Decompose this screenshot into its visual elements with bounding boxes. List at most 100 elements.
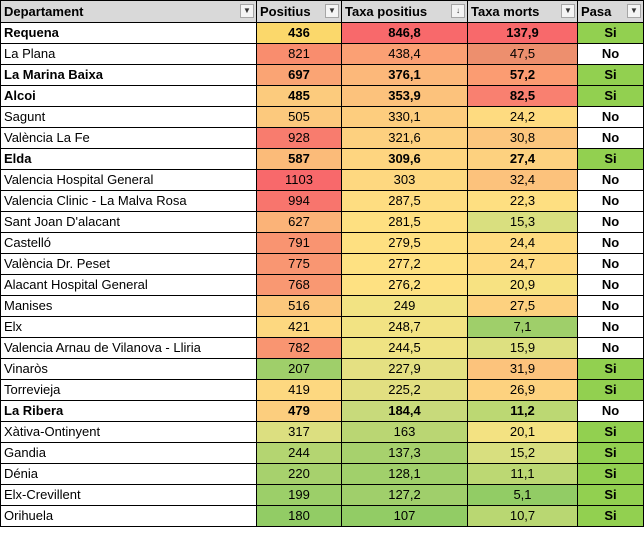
positius-cell[interactable]: 627	[256, 211, 342, 233]
taxa-positius-cell[interactable]: 353,9	[341, 85, 468, 107]
positius-cell[interactable]: 782	[256, 337, 342, 359]
pasa-cell[interactable]: Si	[577, 442, 644, 464]
taxa-morts-cell[interactable]: 24,4	[467, 232, 578, 254]
department-cell[interactable]: Vinaròs	[0, 358, 257, 380]
pasa-cell[interactable]: No	[577, 211, 644, 233]
pasa-cell[interactable]: Si	[577, 148, 644, 170]
department-cell[interactable]: Xàtiva-Ontinyent	[0, 421, 257, 443]
positius-cell[interactable]: 421	[256, 316, 342, 338]
positius-cell[interactable]: 485	[256, 85, 342, 107]
taxa-morts-cell[interactable]: 22,3	[467, 190, 578, 212]
department-cell[interactable]: Requena	[0, 22, 257, 44]
department-cell[interactable]: València La Fe	[0, 127, 257, 149]
positius-cell[interactable]: 419	[256, 379, 342, 401]
taxa-morts-cell[interactable]: 47,5	[467, 43, 578, 65]
taxa-positius-cell[interactable]: 438,4	[341, 43, 468, 65]
taxa-positius-cell[interactable]: 376,1	[341, 64, 468, 86]
taxa-positius-cell[interactable]: 225,2	[341, 379, 468, 401]
filter-dropdown-icon[interactable]: ▼	[627, 4, 641, 18]
pasa-cell[interactable]: Si	[577, 64, 644, 86]
positius-cell[interactable]: 775	[256, 253, 342, 275]
taxa-morts-cell[interactable]: 82,5	[467, 85, 578, 107]
department-cell[interactable]: Dénia	[0, 463, 257, 485]
pasa-cell[interactable]: Si	[577, 463, 644, 485]
positius-cell[interactable]: 768	[256, 274, 342, 296]
positius-cell[interactable]: 220	[256, 463, 342, 485]
positius-cell[interactable]: 199	[256, 484, 342, 506]
taxa-morts-cell[interactable]: 15,9	[467, 337, 578, 359]
taxa-positius-cell[interactable]: 287,5	[341, 190, 468, 212]
taxa-positius-cell[interactable]: 279,5	[341, 232, 468, 254]
pasa-cell[interactable]: Si	[577, 22, 644, 44]
pasa-cell[interactable]: Si	[577, 379, 644, 401]
taxa-morts-cell[interactable]: 10,7	[467, 505, 578, 527]
pasa-cell[interactable]: No	[577, 169, 644, 191]
positius-cell[interactable]: 821	[256, 43, 342, 65]
taxa-positius-cell[interactable]: 321,6	[341, 127, 468, 149]
positius-cell[interactable]: 994	[256, 190, 342, 212]
department-cell[interactable]: Orihuela	[0, 505, 257, 527]
taxa-morts-cell[interactable]: 27,5	[467, 295, 578, 317]
taxa-morts-cell[interactable]: 15,3	[467, 211, 578, 233]
taxa-positius-cell[interactable]: 248,7	[341, 316, 468, 338]
department-cell[interactable]: Valencia Clinic - La Malva Rosa	[0, 190, 257, 212]
taxa-morts-cell[interactable]: 137,9	[467, 22, 578, 44]
positius-cell[interactable]: 791	[256, 232, 342, 254]
pasa-cell[interactable]: No	[577, 337, 644, 359]
department-cell[interactable]: Alcoi	[0, 85, 257, 107]
taxa-morts-cell[interactable]: 5,1	[467, 484, 578, 506]
taxa-morts-cell[interactable]: 11,2	[467, 400, 578, 422]
department-cell[interactable]: Gandia	[0, 442, 257, 464]
taxa-positius-cell[interactable]: 127,2	[341, 484, 468, 506]
pasa-cell[interactable]: No	[577, 274, 644, 296]
department-cell[interactable]: Sant Joan D'alacant	[0, 211, 257, 233]
pasa-cell[interactable]: No	[577, 295, 644, 317]
department-cell[interactable]: València Dr. Peset	[0, 253, 257, 275]
department-cell[interactable]: Alacant Hospital General	[0, 274, 257, 296]
department-cell[interactable]: Elda	[0, 148, 257, 170]
department-cell[interactable]: Valencia Arnau de Vilanova - Lliria	[0, 337, 257, 359]
department-cell[interactable]: Manises	[0, 295, 257, 317]
taxa-positius-cell[interactable]: 249	[341, 295, 468, 317]
taxa-positius-cell[interactable]: 244,5	[341, 337, 468, 359]
taxa-morts-cell[interactable]: 20,9	[467, 274, 578, 296]
filter-dropdown-icon[interactable]: ▼	[325, 4, 339, 18]
taxa-positius-cell[interactable]: 309,6	[341, 148, 468, 170]
positius-cell[interactable]: 1103	[256, 169, 342, 191]
pasa-cell[interactable]: No	[577, 400, 644, 422]
taxa-positius-cell[interactable]: 281,5	[341, 211, 468, 233]
positius-cell[interactable]: 928	[256, 127, 342, 149]
pasa-cell[interactable]: No	[577, 316, 644, 338]
pasa-cell[interactable]: Si	[577, 85, 644, 107]
taxa-positius-cell[interactable]: 107	[341, 505, 468, 527]
pasa-cell[interactable]: No	[577, 43, 644, 65]
taxa-positius-cell[interactable]: 163	[341, 421, 468, 443]
department-cell[interactable]: Castelló	[0, 232, 257, 254]
pasa-cell[interactable]: No	[577, 190, 644, 212]
taxa-positius-cell[interactable]: 303	[341, 169, 468, 191]
taxa-positius-cell[interactable]: 137,3	[341, 442, 468, 464]
taxa-morts-cell[interactable]: 31,9	[467, 358, 578, 380]
taxa-positius-cell[interactable]: 330,1	[341, 106, 468, 128]
taxa-morts-cell[interactable]: 26,9	[467, 379, 578, 401]
pasa-cell[interactable]: Si	[577, 505, 644, 527]
taxa-morts-cell[interactable]: 20,1	[467, 421, 578, 443]
department-cell[interactable]: La Ribera	[0, 400, 257, 422]
department-cell[interactable]: Valencia Hospital General	[0, 169, 257, 191]
taxa-morts-cell[interactable]: 24,2	[467, 106, 578, 128]
positius-cell[interactable]: 180	[256, 505, 342, 527]
taxa-morts-cell[interactable]: 30,8	[467, 127, 578, 149]
taxa-morts-cell[interactable]: 11,1	[467, 463, 578, 485]
taxa-morts-cell[interactable]: 32,4	[467, 169, 578, 191]
pasa-cell[interactable]: No	[577, 106, 644, 128]
taxa-positius-cell[interactable]: 277,2	[341, 253, 468, 275]
positius-cell[interactable]: 505	[256, 106, 342, 128]
positius-cell[interactable]: 244	[256, 442, 342, 464]
positius-cell[interactable]: 207	[256, 358, 342, 380]
sort-descending-filter-icon[interactable]: ↓	[451, 4, 465, 18]
pasa-cell[interactable]: Si	[577, 421, 644, 443]
positius-cell[interactable]: 516	[256, 295, 342, 317]
taxa-morts-cell[interactable]: 27,4	[467, 148, 578, 170]
taxa-positius-cell[interactable]: 846,8	[341, 22, 468, 44]
department-cell[interactable]: Torrevieja	[0, 379, 257, 401]
